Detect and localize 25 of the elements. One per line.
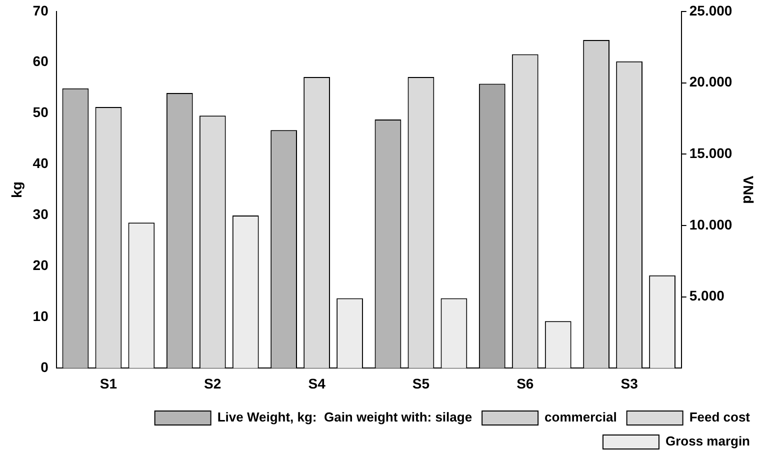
legend-label: Live Weight, kg: Gain weight with: silage (217, 410, 472, 425)
y-tick-label: 50 (32, 104, 49, 120)
y2-tick-label: 5.000 (689, 288, 725, 304)
y2-tick-label: 15.000 (689, 144, 732, 161)
x-tick-label: S6 (516, 375, 534, 392)
legend-label: Gross margin (665, 434, 750, 449)
y2-tick-label: 25.000 (689, 2, 732, 18)
y2-axis-title: VNd (740, 176, 757, 204)
legend-label: commercial (544, 410, 617, 425)
y-tick-label: 0 (40, 359, 49, 376)
y2-tick-label: 10.000 (689, 216, 732, 232)
legend-label: Feed cost (689, 410, 751, 425)
x-tick-label: S1 (100, 375, 118, 392)
x-tick-label: S4 (308, 375, 326, 392)
y2-tick-label: 20.000 (689, 74, 732, 90)
y-axis-title: kg (8, 182, 24, 198)
y-tick-label: 70 (32, 2, 49, 18)
x-tick-label: S5 (412, 375, 430, 392)
y-tick-label: 30 (32, 206, 49, 222)
x-tick-label: S3 (620, 375, 638, 392)
y-tick-label: 40 (32, 155, 49, 172)
y-tick-label: 60 (32, 53, 49, 70)
x-tick-label: S2 (204, 375, 222, 392)
y-tick-label: 10 (32, 308, 49, 324)
y-tick-label: 20 (32, 257, 49, 274)
